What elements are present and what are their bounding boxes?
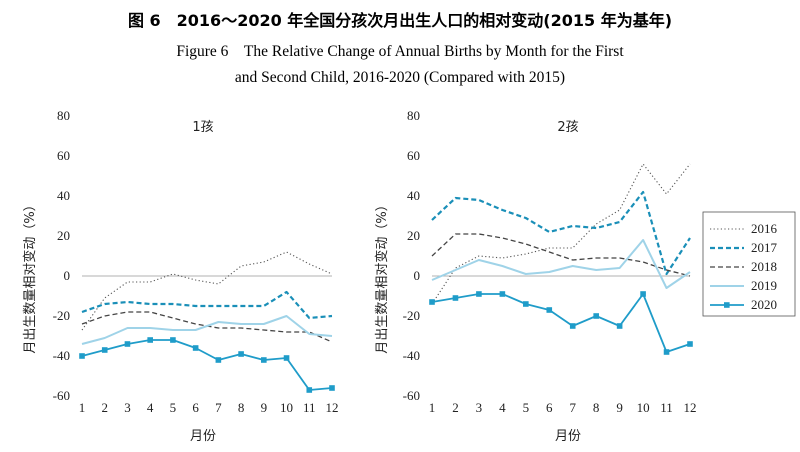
point-2020 bbox=[170, 337, 176, 343]
series-line-2020 bbox=[431, 293, 691, 353]
point-2020 bbox=[452, 295, 459, 301]
panel-title-first-child: 1孩 bbox=[192, 120, 213, 135]
point-2020 bbox=[101, 347, 108, 353]
x-tick-label: 9 bbox=[261, 400, 268, 415]
point-2020 bbox=[546, 307, 553, 313]
point-2020 bbox=[215, 357, 222, 363]
x-tick-label: 8 bbox=[593, 400, 600, 415]
x-tick-label: 10 bbox=[637, 400, 650, 415]
point-2020 bbox=[523, 301, 529, 307]
x-tick-label: 1 bbox=[429, 400, 436, 415]
y-tick-label: -40 bbox=[403, 348, 420, 363]
series-line-2019 bbox=[81, 315, 333, 345]
figure-title-en-line1: Figure 6 The Relative Change of Annual B… bbox=[176, 43, 624, 60]
y-tick-label: 20 bbox=[407, 228, 420, 243]
legend-label-2020: 2020 bbox=[751, 297, 777, 312]
x-tick-label: 11 bbox=[303, 400, 316, 415]
x-tick-label: 2 bbox=[452, 400, 459, 415]
point-2020 bbox=[283, 355, 290, 361]
x-tick-label: 9 bbox=[616, 400, 623, 415]
x-tick-label: 6 bbox=[546, 400, 553, 415]
x-tick-label: 3 bbox=[124, 400, 131, 415]
legend-box bbox=[702, 211, 796, 317]
series-line-2019 bbox=[431, 239, 691, 289]
point-2020 bbox=[429, 299, 435, 305]
y-tick-label: 40 bbox=[57, 188, 70, 203]
figure-title-cn: 图 6 2016～2020 年全国分孩次月出生人口的相对变动(2015 年为基年… bbox=[128, 11, 672, 30]
point-2020 bbox=[329, 385, 335, 391]
legend-label-2016: 2016 bbox=[751, 221, 778, 236]
y-tick-label: 80 bbox=[57, 108, 70, 123]
legend-marker-2020 bbox=[724, 302, 730, 308]
y-axis-label-left: 月出生数量相对变动（%） bbox=[22, 198, 38, 353]
series-line-2016 bbox=[431, 163, 691, 305]
y-tick-label: 20 bbox=[57, 228, 70, 243]
point-2020 bbox=[569, 323, 576, 329]
y-tick-label: -60 bbox=[403, 388, 420, 403]
x-axis-label-left: 月份 bbox=[190, 429, 216, 444]
y-tick-label: 0 bbox=[64, 268, 71, 283]
point-2020 bbox=[499, 291, 506, 297]
y-tick-label: 60 bbox=[57, 148, 70, 163]
point-2020 bbox=[238, 351, 244, 357]
x-tick-label: 7 bbox=[215, 400, 222, 415]
series-line-2018 bbox=[431, 233, 691, 277]
y-tick-label: -60 bbox=[53, 388, 70, 403]
series-line-2016 bbox=[81, 251, 333, 331]
y-tick-label: 60 bbox=[407, 148, 420, 163]
x-tick-label: 2 bbox=[101, 400, 108, 415]
point-2020 bbox=[306, 387, 313, 393]
figure-title-en-line2: and Second Child, 2016-2020 (Compared wi… bbox=[235, 69, 565, 86]
chart-panel-first-child: 1孩 月份 月出生数量相对变动（%） -60 -40 -20 0 20 40 60 80 1 2 3… bbox=[22, 108, 339, 444]
point-2020 bbox=[640, 291, 646, 297]
y-tick-label: -40 bbox=[53, 348, 70, 363]
point-2020 bbox=[124, 341, 131, 347]
y-tick-label: -20 bbox=[53, 308, 70, 323]
x-tick-label: 11 bbox=[660, 400, 673, 415]
point-2020 bbox=[147, 337, 153, 343]
series-line-2017 bbox=[431, 190, 691, 276]
x-tick-label: 6 bbox=[192, 400, 199, 415]
y-tick-label: 80 bbox=[407, 108, 420, 123]
x-tick-label: 4 bbox=[147, 400, 154, 415]
x-tick-label: 4 bbox=[499, 400, 506, 415]
x-tick-label: 5 bbox=[523, 400, 530, 415]
point-2020 bbox=[261, 357, 267, 363]
point-2020 bbox=[616, 323, 623, 329]
point-2020 bbox=[192, 345, 199, 351]
legend-label-2017: 2017 bbox=[751, 240, 778, 255]
y-tick-label: -20 bbox=[403, 308, 420, 323]
x-tick-label: 12 bbox=[684, 400, 697, 415]
series-line-2020 bbox=[81, 339, 333, 391]
panel-title-second-child: 2孩 bbox=[557, 120, 578, 135]
x-tick-label: 8 bbox=[238, 400, 245, 415]
y-tick-label: 40 bbox=[407, 188, 420, 203]
point-2020 bbox=[79, 353, 85, 359]
legend: 2016 2017 2018 2019 2020 bbox=[702, 211, 796, 317]
x-axis-label-right: 月份 bbox=[555, 429, 581, 444]
legend-label-2018: 2018 bbox=[751, 259, 777, 274]
x-tick-label: 1 bbox=[79, 400, 86, 415]
x-tick-label: 12 bbox=[326, 400, 339, 415]
point-2020 bbox=[687, 341, 693, 347]
point-2020 bbox=[476, 291, 482, 297]
x-tick-label: 7 bbox=[569, 400, 576, 415]
point-2020 bbox=[663, 349, 670, 355]
point-2020 bbox=[593, 313, 599, 319]
y-tick-label: 0 bbox=[414, 268, 421, 283]
x-tick-label: 5 bbox=[170, 400, 177, 415]
y-axis-label-right: 月出生数量相对变动（%） bbox=[374, 198, 390, 353]
x-tick-label: 3 bbox=[476, 400, 483, 415]
series-line-2017 bbox=[81, 290, 333, 320]
legend-label-2019: 2019 bbox=[751, 278, 777, 293]
x-tick-label: 10 bbox=[280, 400, 293, 415]
